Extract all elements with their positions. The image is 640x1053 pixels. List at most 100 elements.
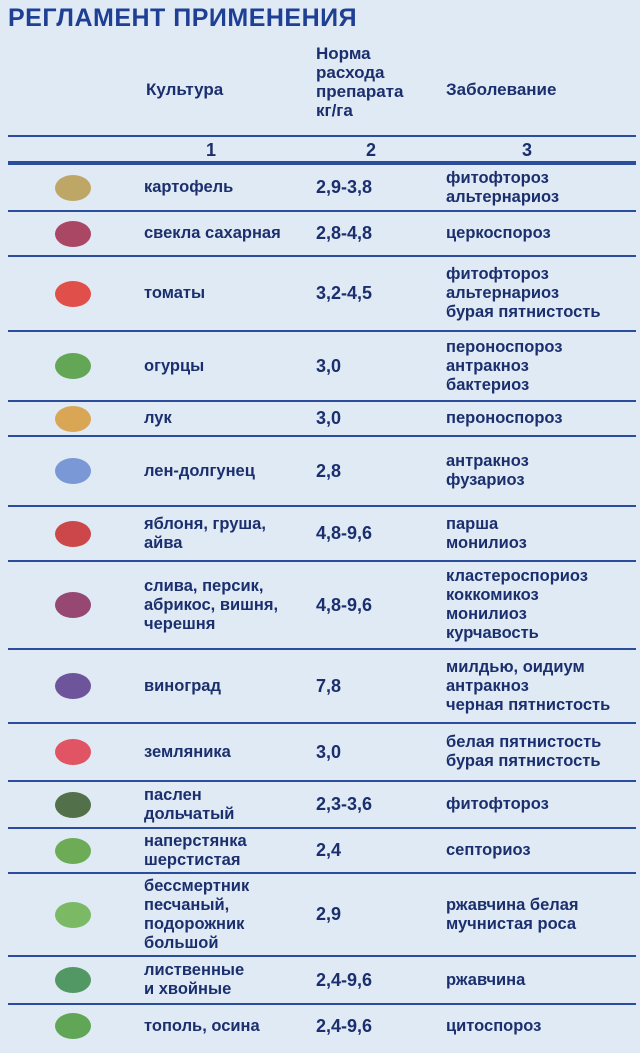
disease-text: септориоз [446,841,531,859]
crop-icon [55,739,91,765]
rate-cell: 2,4-9,6 [316,1005,372,1047]
table-row: лиственные и хвойные 2,4-9,6 ржавчина [8,955,636,1003]
header-disease: Заболевание [446,80,557,99]
header-culture: Культура [146,80,224,99]
divider [8,161,636,163]
rate-cell: 3,0 [316,402,341,435]
culture-text: слива, персик, [144,576,264,595]
rate-text: 3,0 [316,355,342,376]
crop-icon [55,458,91,484]
culture-text: лиственные [144,961,245,979]
disease-text: антракноз [446,356,529,375]
rate-text: 4,8-9,6 [316,594,373,615]
disease-text: милдью, оидиум [446,657,585,676]
table-row: тополь, осина 2,4-9,6 цитоспороз [8,1003,636,1047]
culture-text: песчаный, [144,895,230,914]
disease-text: монилиоз [446,605,527,623]
header-rate: Норма расхода препарата кг/га [316,44,403,120]
disease-text: антракноз [446,676,529,695]
culture-cell: земляника [144,724,231,780]
disease-text: пероноспороз [446,409,563,427]
rate-text: 3,2-4,5 [316,283,373,303]
culture-text: земляника [144,742,231,761]
culture-cell: паслен дольчатый [144,782,234,827]
disease-text: ржавчина [446,970,526,989]
rate-cell: 2,9-3,8 [316,165,372,210]
crop-icon [55,280,91,307]
rate-text: 2,9 [316,904,342,924]
culture-cell: слива, персик, абрикос, вишня, черешня [144,562,278,648]
table-row: свекла сахарная 2,8-4,8 церкоспороз [8,210,636,255]
culture-text: айва [144,533,183,552]
culture-cell: томаты [144,257,205,330]
disease-cell: септориоз [446,829,531,872]
table-row: лук 3,0 пероноспороз [8,400,636,435]
table-row: огурцы 3,0 пероноспороз антракноз бактериоз [8,330,636,400]
divider [8,135,636,137]
culture-text: дольчатый [144,804,235,823]
rate-cell: 2,4-9,6 [316,957,372,1003]
crop-icon [55,791,91,818]
disease-cell: пероноспороз антракноз бактериоз [446,332,563,400]
rate-cell: 2,9 [316,874,341,955]
culture-cell: бессмертник песчаный, подорожник большой [144,874,249,955]
table-row: земляника 3,0 белая пятнистость бурая пятни… [8,722,636,780]
rate-text: 2,9-3,8 [316,177,373,197]
rate-cell: 2,8 [316,437,341,505]
culture-cell: яблоня, груша, айва [144,507,266,560]
table-row: бессмертник песчаный, подорожник большой 2,9… [8,872,636,955]
crop-icon [55,673,91,699]
crop-icon [55,220,91,247]
disease-text: бурая пятнистость [446,303,601,321]
culture-text: большой [144,933,219,952]
culture-text: огурцы [144,356,205,375]
rate-text: 2,4-9,6 [316,1015,373,1036]
disease-text: бактериоз [446,375,530,394]
culture-text: картофель [144,178,234,196]
culture-text: яблоня, груша, [144,514,266,533]
disease-text: парша [446,514,499,533]
crop-icon [55,901,91,928]
rate-cell: 4,8-9,6 [316,507,372,560]
disease-cell: фитофтороз альтернариоз бурая пятнистость [446,257,601,330]
crop-icon [55,592,91,618]
disease-text: цитоспороз [446,1016,542,1035]
culture-cell: лук [144,402,172,435]
disease-text: фитофтороз [446,265,549,283]
disease-text: фузариоз [446,471,525,489]
table-row: паслен дольчатый 2,3-3,6 фитофтороз [8,780,636,827]
culture-text: и хвойные [144,980,232,998]
disease-cell: милдью, оидиум антракноз черная пятнистост… [446,650,610,722]
culture-cell: картофель [144,165,233,210]
rate-text: 2,8 [316,460,342,481]
rate-text: 4,8-9,6 [316,523,373,543]
culture-cell: наперстянка шерстистая [144,829,247,872]
disease-text: мучнистая роса [446,914,576,933]
culture-text: свекла сахарная [144,224,281,242]
disease-text: коккомикоз [446,586,539,604]
rate-cell: 3,0 [316,332,341,400]
culture-cell: виноград [144,650,221,722]
culture-text: подорожник [144,914,245,933]
table-row: виноград 7,8 милдью, оидиум антракноз черная… [8,648,636,722]
disease-cell: цитоспороз [446,1005,541,1047]
rate-cell: 7,8 [316,650,341,722]
culture-text: абрикос, вишня, [144,595,279,614]
table-row: томаты 3,2-4,5 фитофтороз альтернариоз бурая… [8,255,636,330]
title: РЕГЛАМЕНТ ПРИМЕНЕНИЯ [8,4,358,32]
crop-icon [55,520,91,547]
crop-icon [55,1013,91,1039]
disease-text: церкоспороз [446,224,551,242]
disease-text: фитофтороз [446,168,549,187]
rate-cell: 2,4 [316,829,341,872]
crop-icon [55,353,91,379]
rate-text: 2,3-3,6 [316,794,373,814]
disease-text: антракноз [446,452,529,470]
disease-cell: церкоспороз [446,212,551,255]
header-rate-line: расхода [316,63,385,82]
rate-cell: 4,8-9,6 [316,562,372,648]
column-number: 3 [522,140,533,160]
disease-text: ржавчина белая [446,895,579,914]
rate-cell: 3,0 [316,724,341,780]
disease-text: альтернариоз [446,284,560,302]
